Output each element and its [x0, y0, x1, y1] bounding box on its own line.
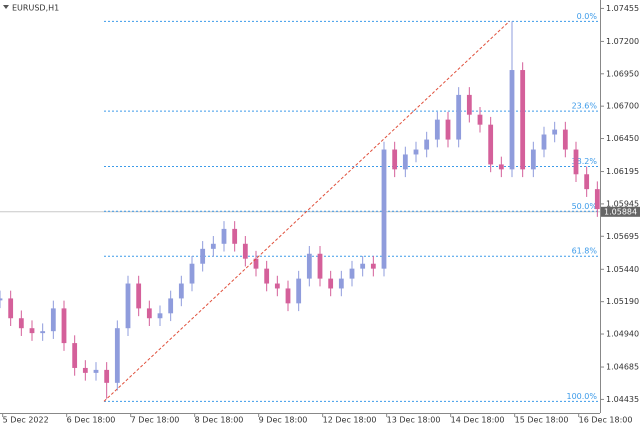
chart-title: EURUSD,H1	[12, 4, 59, 13]
trendline	[103, 20, 510, 402]
candle-body	[29, 328, 35, 334]
y-tick-label: 1.05440	[606, 265, 639, 274]
candle-body	[8, 298, 14, 319]
symbol-menu-icon[interactable]	[3, 5, 9, 9]
fibo-label: 0.0%	[577, 12, 598, 21]
candle-body	[242, 243, 248, 259]
y-tick-label: 1.06195	[606, 167, 639, 176]
candle-body	[61, 308, 67, 344]
candle-body	[477, 114, 483, 125]
candle-body	[573, 149, 579, 175]
candle-body	[520, 70, 526, 170]
candle-body	[392, 149, 398, 170]
candle-body	[498, 164, 504, 170]
candle-body	[424, 139, 430, 150]
candle-body	[136, 283, 142, 309]
candle-body	[562, 129, 568, 150]
fibo-label: 100.0%	[566, 392, 597, 401]
candle-body	[274, 283, 280, 289]
y-tick-label: 1.07455	[606, 4, 639, 13]
candle-body	[402, 154, 408, 170]
candle-body	[0, 298, 3, 301]
candle-body	[146, 308, 152, 319]
x-tick-label: 9 Dec 18:00	[259, 416, 308, 425]
candle-body	[125, 283, 131, 329]
x-tick-label: 13 Dec 18:00	[387, 416, 441, 425]
candle-body	[306, 253, 312, 279]
candle-body	[168, 298, 174, 314]
x-tick-label: 6 Dec 18:00	[67, 416, 116, 425]
candle-body	[413, 149, 419, 155]
candle-body	[157, 313, 163, 319]
candle-body	[541, 134, 547, 150]
candle-body	[360, 263, 366, 269]
candle-body	[210, 243, 216, 249]
y-tick-label: 1.06450	[606, 134, 639, 143]
candle-body	[317, 253, 323, 279]
candle-body	[104, 369, 110, 383]
candle-body	[328, 278, 334, 289]
candle-body	[349, 268, 355, 279]
candle-body	[594, 189, 600, 210]
y-tick-label: 1.06700	[606, 102, 639, 111]
x-tick-label: 15 Dec 18:00	[515, 416, 569, 425]
y-tick-label: 1.05945	[606, 199, 639, 208]
candle-body	[264, 268, 270, 284]
x-tick-label: 7 Dec 18:00	[131, 416, 180, 425]
last-price-label: 1.05884	[604, 207, 637, 216]
candle-body	[338, 278, 344, 289]
candle-body	[221, 228, 227, 244]
candle-body	[488, 124, 494, 165]
y-tick-label: 1.06950	[606, 69, 639, 78]
candle-body	[178, 283, 184, 299]
candle-body	[285, 288, 291, 304]
y-tick-label: 1.04685	[606, 363, 639, 372]
candle-body	[296, 278, 302, 304]
candle-body	[445, 119, 451, 140]
x-tick-label: 5 Dec 2022	[3, 416, 49, 425]
candle-body	[232, 228, 238, 244]
x-tick-label: 8 Dec 18:00	[195, 416, 244, 425]
candle-body	[584, 174, 590, 190]
fibo-label: 50.0%	[572, 202, 598, 211]
candle-body	[72, 343, 78, 368]
candle-body	[189, 263, 195, 284]
candle-body	[200, 248, 206, 264]
x-tick-label: 16 Dec 18:00	[579, 416, 633, 425]
candle-body	[18, 318, 24, 329]
candle-body	[434, 119, 440, 140]
candle-body	[82, 367, 88, 373]
fibo-label: 23.6%	[572, 102, 598, 111]
fibo-label: 61.8%	[572, 247, 598, 256]
y-tick-label: 1.05190	[606, 297, 639, 306]
candle-body	[456, 94, 462, 140]
candle-body	[370, 263, 376, 269]
x-tick-label: 14 Dec 18:00	[451, 416, 505, 425]
x-tick-label: 12 Dec 18:00	[323, 416, 377, 425]
candle-body	[552, 129, 558, 135]
candle-body	[530, 149, 536, 170]
y-tick-label: 1.04940	[606, 330, 639, 339]
candle-body	[40, 331, 46, 334]
candle-body	[253, 258, 259, 269]
fibo-label: 38.2%	[572, 157, 598, 166]
candle-body	[50, 308, 56, 332]
candle-body	[93, 369, 99, 373]
y-tick-label: 1.05695	[606, 232, 639, 241]
last-price-box	[601, 206, 640, 217]
y-tick-label: 1.07200	[606, 37, 639, 46]
y-tick-label: 1.04435	[606, 395, 639, 404]
candle-body	[114, 328, 120, 383]
candle-body	[509, 70, 515, 170]
candle-body	[381, 149, 387, 269]
candle-body	[466, 94, 472, 115]
